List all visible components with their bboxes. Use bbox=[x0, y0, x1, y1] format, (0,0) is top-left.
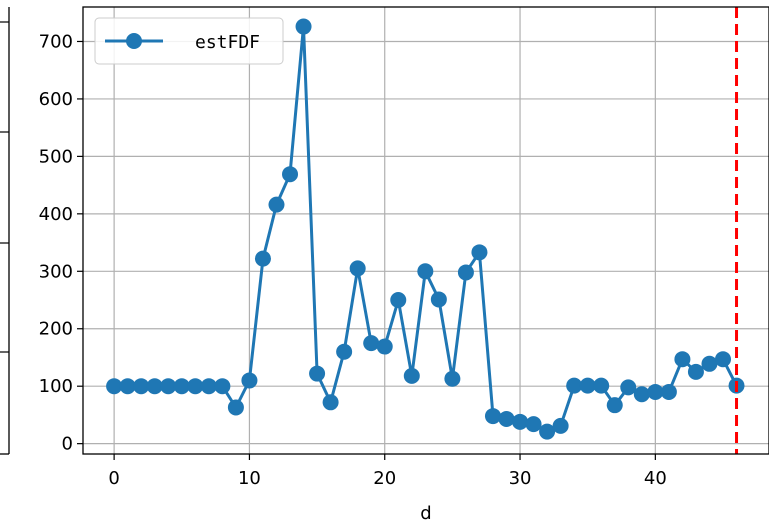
y-tick-label: 700 bbox=[39, 31, 73, 52]
x-axis-label: d bbox=[420, 503, 431, 522]
y-tick-label: 600 bbox=[39, 89, 73, 110]
data-point bbox=[133, 378, 150, 395]
data-point bbox=[552, 417, 569, 434]
data-point bbox=[173, 378, 190, 395]
data-point bbox=[403, 367, 420, 384]
data-point bbox=[146, 378, 163, 395]
y-tick-label: 100 bbox=[39, 376, 73, 397]
data-point bbox=[106, 378, 123, 395]
x-tick-label: 20 bbox=[373, 468, 396, 489]
plot-frame bbox=[82, 6, 769, 455]
data-point bbox=[539, 423, 556, 440]
data-point bbox=[363, 335, 380, 352]
data-point bbox=[633, 386, 650, 403]
data-point bbox=[444, 370, 461, 387]
data-point bbox=[241, 372, 258, 389]
data-point bbox=[187, 378, 204, 395]
data-point bbox=[714, 351, 731, 368]
data-point bbox=[214, 378, 231, 395]
data-point bbox=[336, 343, 353, 360]
data-point bbox=[119, 378, 136, 395]
data-point bbox=[200, 378, 217, 395]
data-point bbox=[322, 394, 339, 411]
data-point bbox=[674, 351, 691, 368]
data-point bbox=[566, 377, 583, 394]
legend-label: estFDF bbox=[195, 32, 260, 53]
data-point bbox=[349, 260, 366, 277]
data-point bbox=[593, 377, 610, 394]
data-point bbox=[309, 365, 326, 382]
series-layer bbox=[106, 18, 745, 440]
data-point bbox=[620, 379, 637, 396]
data-point bbox=[268, 196, 285, 213]
data-point bbox=[484, 408, 501, 425]
legend-box bbox=[94, 17, 284, 65]
data-point bbox=[295, 18, 312, 35]
data-point bbox=[512, 413, 529, 430]
data-point bbox=[687, 363, 704, 380]
data-point bbox=[471, 244, 488, 261]
y-tick-label: 0 bbox=[62, 434, 73, 455]
data-point bbox=[160, 378, 177, 395]
x-tick-label: 0 bbox=[108, 468, 119, 489]
y-axis-ticks: 0 100 200 300 400 500 600 700 bbox=[39, 31, 83, 455]
data-point bbox=[417, 263, 434, 280]
y-tick-label: 200 bbox=[39, 319, 73, 340]
data-point bbox=[647, 383, 664, 400]
x-axis-ticks: 0 10 20 30 40 bbox=[108, 454, 667, 489]
legend: estFDF bbox=[94, 17, 284, 65]
left-panel-fragment bbox=[0, 7, 10, 455]
data-point bbox=[282, 166, 299, 183]
series-line bbox=[114, 25, 738, 434]
data-point bbox=[606, 397, 623, 414]
data-point bbox=[701, 355, 718, 372]
data-point bbox=[498, 410, 515, 427]
legend-marker-swatch bbox=[126, 33, 142, 49]
data-point bbox=[525, 416, 542, 433]
y-tick-label: 300 bbox=[39, 261, 73, 282]
data-point bbox=[376, 338, 393, 355]
data-point bbox=[579, 377, 596, 394]
x-tick-label: 30 bbox=[509, 468, 532, 489]
y-tick-label: 400 bbox=[39, 204, 73, 225]
data-point bbox=[254, 250, 271, 267]
data-point bbox=[227, 399, 244, 416]
data-point bbox=[457, 264, 474, 281]
y-tick-label: 500 bbox=[39, 146, 73, 167]
data-point bbox=[660, 383, 677, 400]
data-point bbox=[430, 291, 447, 308]
x-tick-label: 40 bbox=[644, 468, 667, 489]
data-point bbox=[390, 292, 407, 309]
x-tick-label: 10 bbox=[238, 468, 261, 489]
